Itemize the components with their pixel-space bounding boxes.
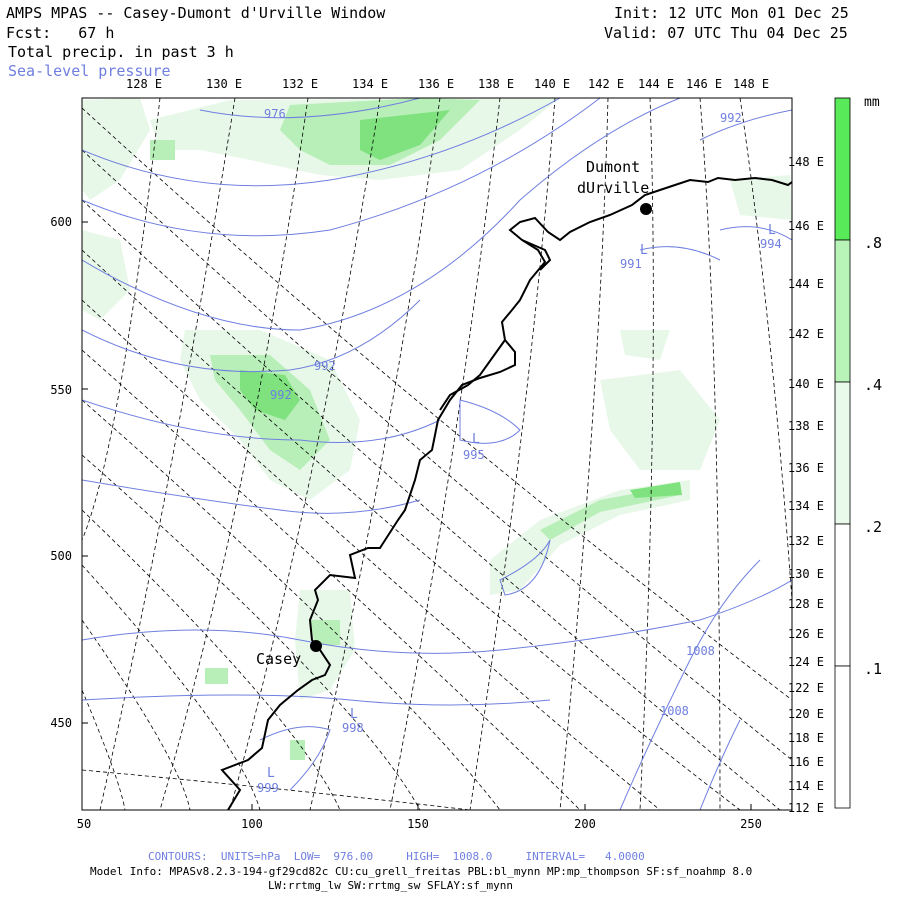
right-lon-label: 148 E — [788, 155, 824, 169]
pressure-label: 991 — [620, 257, 642, 271]
top-lon-label: 144 E — [638, 77, 674, 91]
pressure-label: 1008 — [660, 704, 689, 718]
map-title: AMPS MPAS -- Casey-Dumont d'Urville Wind… — [6, 4, 386, 22]
left-axis-label: 600 — [50, 215, 72, 229]
precip-shading — [82, 98, 792, 760]
right-lon-label: 138 E — [788, 419, 824, 433]
right-lon-label: 120 E — [788, 707, 824, 721]
station-labels: Dumont dUrville Casey — [256, 158, 649, 668]
colorbar-level: .1 — [864, 660, 882, 678]
low-marker: L — [350, 707, 358, 722]
left-axis-label: 550 — [50, 383, 72, 397]
lat-lon-grid — [82, 98, 792, 810]
pressure-label: 1008 — [686, 644, 715, 658]
right-lon-label: 112 E — [788, 801, 824, 815]
colorbar-level: .4 — [864, 376, 882, 394]
station-label-durville: dUrville — [577, 179, 649, 197]
pressure-label: 976 — [264, 107, 286, 121]
colorbar-swatch-heavy — [834, 97, 851, 241]
top-lon-label: 140 E — [534, 77, 570, 91]
bottom-axis-label: 250 — [740, 817, 762, 831]
right-lon-label: 130 E — [788, 567, 824, 581]
top-lon-label: 138 E — [478, 77, 514, 91]
colorbar-swatch-none — [834, 665, 851, 809]
low-markers: L L L L L — [267, 223, 776, 781]
top-lon-label: 142 E — [588, 77, 624, 91]
colorbar-swatch-light — [834, 381, 851, 525]
station-label-casey: Casey — [256, 650, 301, 668]
bottom-axis-label: 100 — [241, 817, 263, 831]
top-lon-label: 148 E — [733, 77, 769, 91]
colorbar-swatch-trace — [834, 523, 851, 667]
right-lon-label: 124 E — [788, 655, 824, 669]
right-lon-label: 128 E — [788, 597, 824, 611]
low-marker: L — [472, 432, 480, 447]
bottom-axis-ticks — [251, 804, 752, 810]
top-lon-label: 130 E — [206, 77, 242, 91]
coastline — [220, 176, 792, 810]
pressure-label: 999 — [257, 781, 279, 795]
colorbar-swatch-mid — [834, 239, 851, 383]
model-info-line2: LW:rrtmg_lw SW:rrtmg_sw SFLAY:sf_mynn — [268, 879, 514, 892]
left-axis-label: 450 — [50, 716, 72, 730]
valid-time: Valid: 07 UTC Thu 04 Dec 25 — [604, 24, 848, 42]
colorbar-unit: mm — [864, 95, 880, 110]
right-lon-label: 122 E — [788, 681, 824, 695]
pressure-label: 995 — [463, 448, 485, 462]
colorbar-level: .8 — [864, 234, 882, 252]
top-lon-label: 136 E — [418, 77, 454, 91]
right-lon-label: 134 E — [788, 499, 824, 513]
top-lon-label: 134 E — [352, 77, 388, 91]
right-lon-label: 118 E — [788, 731, 824, 745]
model-info: Model Info: MPASv8.2.3-194-gf29cd82c CU:… — [90, 865, 753, 878]
top-lon-label: 132 E — [282, 77, 318, 91]
pressure-label: 994 — [760, 237, 782, 251]
left-axis-ticks — [82, 221, 88, 724]
right-lon-label: 140 E — [788, 377, 824, 391]
pressure-label: 992 — [270, 388, 292, 402]
low-marker: L — [640, 243, 648, 258]
pressure-labels: 976 992 992 992 991 995 998 999 1008 100… — [257, 107, 782, 795]
colorbar-labels: mm .1 .2 .4 .8 — [864, 95, 882, 678]
overlay-name: Sea-level pressure — [8, 62, 171, 80]
right-lon-label: 146 E — [788, 219, 824, 233]
low-marker: L — [267, 766, 275, 781]
bottom-axis-label: 50 — [77, 817, 91, 831]
pressure-label: 992 — [720, 111, 742, 125]
dumont-durville-station-marker — [640, 203, 652, 215]
right-lon-label: 114 E — [788, 779, 824, 793]
casey-station-marker — [310, 640, 322, 652]
right-lon-label: 136 E — [788, 461, 824, 475]
init-time: Init: 12 UTC Mon 01 Dec 25 — [614, 4, 849, 22]
left-axis-labels: 600 550 500 450 — [50, 215, 72, 730]
top-lon-label: 128 E — [126, 77, 162, 91]
colorbar — [834, 97, 851, 809]
colorbar-level: .2 — [864, 518, 882, 536]
isobars — [82, 98, 792, 810]
left-axis-label: 500 — [50, 549, 72, 563]
right-lon-label: 142 E — [788, 327, 824, 341]
plot-frame — [81, 97, 793, 811]
right-lon-label: 116 E — [788, 755, 824, 769]
pressure-label: 992 — [314, 359, 336, 373]
right-lon-label: 132 E — [788, 534, 824, 548]
station-label-dumont: Dumont — [586, 158, 640, 176]
bottom-axis-label: 200 — [574, 817, 596, 831]
forecast-hour: Fcst: 67 h — [6, 24, 115, 42]
pressure-label: 998 — [342, 721, 364, 735]
right-lon-labels: 148 E 146 E 144 E 142 E 140 E 138 E 136 … — [788, 155, 824, 815]
top-lon-labels: 128 E 130 E 132 E 134 E 136 E 138 E 140 … — [126, 77, 769, 91]
contours-info: CONTOURS: UNITS=hPa LOW= 976.00 HIGH= 10… — [148, 850, 645, 863]
right-lon-label: 144 E — [788, 277, 824, 291]
bottom-axis-labels: 50 100 150 200 250 — [77, 817, 762, 831]
right-lon-label: 126 E — [788, 627, 824, 641]
low-marker: L — [768, 223, 776, 238]
field-name: Total precip. in past 3 h — [8, 43, 234, 61]
top-lon-label: 146 E — [686, 77, 722, 91]
bottom-axis-label: 150 — [407, 817, 429, 831]
